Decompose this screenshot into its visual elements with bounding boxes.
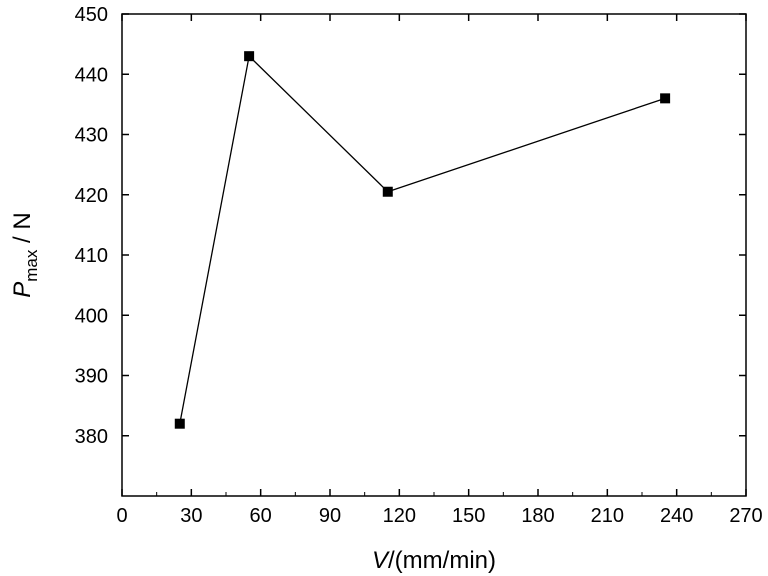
data-point xyxy=(382,186,393,197)
plot-frame xyxy=(121,13,747,497)
x-tick-label: 240 xyxy=(660,505,693,527)
x-axis-title: V/(mm/min) xyxy=(372,547,496,574)
y-axis-title-rest: / N xyxy=(9,212,36,249)
x-tick-label: 150 xyxy=(452,505,485,527)
y-tick-label: 430 xyxy=(75,125,108,147)
x-tick-label: 210 xyxy=(591,505,624,527)
x-axis-title-italic: V xyxy=(372,547,390,574)
y-tick-label: 380 xyxy=(75,426,108,448)
y-tick-label: 400 xyxy=(75,305,108,327)
x-tick-label: 270 xyxy=(729,505,762,527)
x-tick-label: 180 xyxy=(521,505,554,527)
data-point xyxy=(174,418,185,429)
data-point xyxy=(660,93,671,104)
ticks xyxy=(121,13,747,496)
tick-labels: 0 30 60 90 120 150 180 210 240 270 380 390 400 410 420… xyxy=(75,4,763,527)
y-axis-title: Pmax / N xyxy=(9,212,41,297)
y-tick-label: 440 xyxy=(75,64,108,86)
x-tick-label: 30 xyxy=(180,505,202,527)
series-line xyxy=(179,54,666,424)
y-axis-title-sub: max xyxy=(22,249,41,282)
data-point xyxy=(244,51,255,62)
x-tick-label: 0 xyxy=(116,505,127,527)
y-tick-label: 450 xyxy=(75,4,108,26)
series-group xyxy=(174,51,671,429)
x-tick-label: 60 xyxy=(250,505,272,527)
y-axis-title-italic: P xyxy=(9,282,36,298)
x-tick-label: 120 xyxy=(383,505,416,527)
y-tick-label: 410 xyxy=(75,245,108,267)
x-axis-title-rest: /(mm/min) xyxy=(388,547,496,574)
y-tick-label: 390 xyxy=(75,366,108,388)
x-tick-label: 90 xyxy=(319,505,341,527)
y-tick-label: 420 xyxy=(75,185,108,207)
